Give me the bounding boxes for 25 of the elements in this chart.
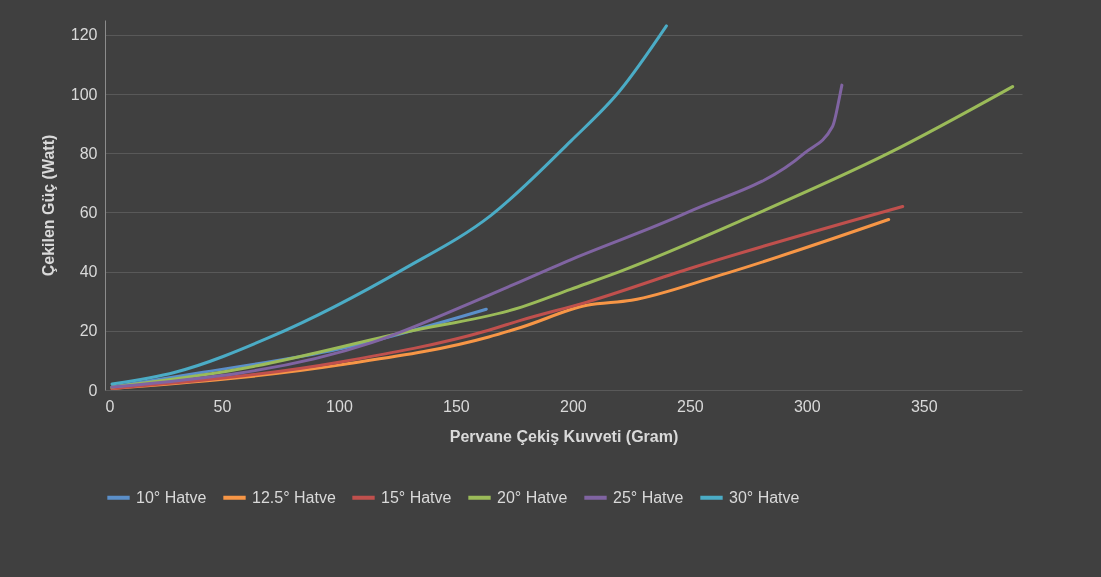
y-tick-label: 0 xyxy=(88,381,98,399)
x-axis-title: Pervane Çekiş Kuvveti (Gram) xyxy=(449,427,679,445)
x-tick-label: 150 xyxy=(443,397,470,415)
x-tick-label: 0 xyxy=(105,397,115,415)
line-series xyxy=(110,83,844,389)
x-tick-label: 250 xyxy=(676,397,704,415)
y-tick-label: 100 xyxy=(70,85,98,103)
x-tick-label: 300 xyxy=(793,397,821,415)
y-tick-label: 60 xyxy=(79,203,98,221)
x-tick-label: 100 xyxy=(326,397,353,415)
y-tick-label: 20 xyxy=(79,322,98,340)
legend-label: 12.5° Hatve xyxy=(252,488,336,506)
x-tick-label: 50 xyxy=(213,397,232,415)
legend-label: 25° Hatve xyxy=(613,488,684,506)
legend-label: 30° Hatve xyxy=(729,488,800,506)
legend-label: 10° Hatve xyxy=(136,488,207,506)
legend-label: 20° Hatve xyxy=(497,488,568,506)
legend-label: 15° Hatve xyxy=(381,488,452,506)
line-series xyxy=(110,24,668,386)
x-tick-label: 200 xyxy=(560,397,587,415)
y-axis-title: Çekilen Güç (Watt) xyxy=(39,134,57,277)
y-tick-label: 120 xyxy=(70,26,98,44)
x-tick-label: 350 xyxy=(910,397,938,415)
y-tick-label: 80 xyxy=(79,144,98,162)
y-tick-label: 40 xyxy=(79,263,98,281)
